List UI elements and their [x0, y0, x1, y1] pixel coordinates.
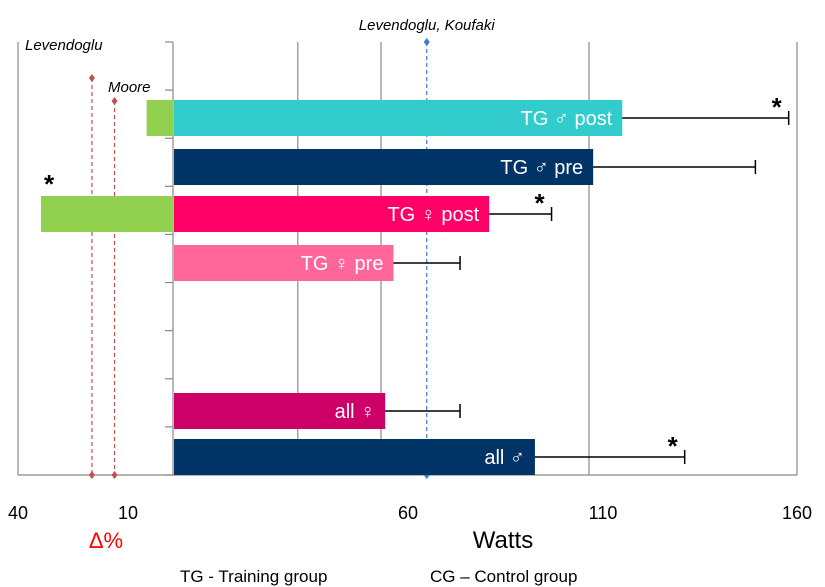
- delta-bar: [146, 100, 173, 136]
- significance-star: *: [44, 169, 55, 199]
- tick-labels: 40 10 60 110 160: [8, 503, 812, 523]
- ref-line-levendoglu-marker: [88, 74, 95, 82]
- bar: [174, 149, 594, 185]
- x-tick-label: 110: [589, 503, 618, 523]
- x-axis-label: Watts: [473, 527, 533, 554]
- bars: TG ♂ post * TG ♂ pre TG ♀ post * TG ♀ pre all …: [174, 92, 790, 475]
- ref-line-moore-label: Moore: [108, 79, 151, 96]
- ref-line-levendoglu-marker-bottom: [88, 471, 95, 479]
- x-tick-label: 160: [782, 503, 812, 523]
- delta-bars: *: [41, 100, 173, 232]
- delta-axis-label: Δ%: [89, 528, 123, 553]
- bar-label: all ♀: [335, 401, 376, 423]
- bar: [174, 439, 535, 475]
- bar: [174, 100, 623, 136]
- x-tick-label: 60: [398, 503, 418, 523]
- footnote-training-group: TG - Training group: [180, 567, 327, 586]
- x-tick-label: 40: [8, 503, 28, 523]
- reference-lines: Levendoglu, Koufaki Levendoglu Moore: [25, 17, 495, 479]
- bar: [174, 245, 394, 281]
- bar-label: TG ♂ pre: [500, 157, 583, 179]
- ref-line-moore-marker-bottom: [111, 471, 118, 479]
- footnote-control-group: CG – Control group: [430, 567, 577, 586]
- bar-label: TG ♀ pre: [301, 253, 384, 275]
- significance-star: *: [772, 92, 783, 122]
- significance-star: *: [534, 188, 545, 218]
- bar: [174, 393, 386, 429]
- ref-line-moore-marker: [111, 97, 118, 105]
- ref-line-levendoglu-label: Levendoglu: [25, 37, 103, 54]
- bar-label: all ♂: [484, 447, 525, 469]
- bar-label: TG ♂ post: [521, 108, 613, 130]
- bar-label: TG ♀ post: [387, 204, 479, 226]
- delta-bar: [41, 196, 173, 232]
- x-tick-label: 10: [118, 503, 138, 523]
- ref-line-levendoglu-koufaki-marker: [423, 38, 430, 46]
- significance-star: *: [668, 431, 679, 461]
- bar: [174, 196, 490, 232]
- ref-line-levendoglu-koufaki-label: Levendoglu, Koufaki: [359, 17, 496, 34]
